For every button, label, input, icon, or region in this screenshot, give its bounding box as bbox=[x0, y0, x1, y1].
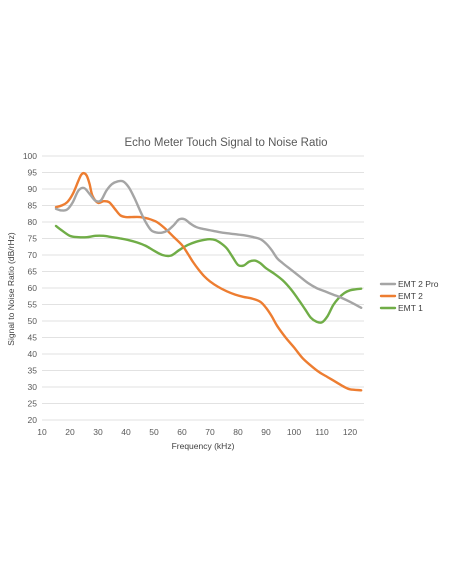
x-tick-label: 110 bbox=[315, 427, 329, 437]
x-tick-label: 100 bbox=[287, 427, 301, 437]
chart-title: Echo Meter Touch Signal to Noise Ratio bbox=[124, 137, 327, 149]
y-tick-label: 25 bbox=[28, 399, 38, 409]
x-tick-label: 120 bbox=[343, 427, 357, 437]
x-tick-label: 40 bbox=[121, 427, 131, 437]
y-tick-label: 90 bbox=[28, 184, 38, 194]
y-tick-label: 35 bbox=[28, 366, 38, 376]
y-axis-label: Signal to Noise Ratio (dB/rHz) bbox=[6, 232, 16, 346]
y-tick-label: 30 bbox=[28, 382, 38, 392]
x-tick-label: 50 bbox=[149, 427, 159, 437]
y-tick-label: 85 bbox=[28, 201, 38, 211]
y-tick-label: 20 bbox=[28, 415, 38, 425]
series-line-emt-2 bbox=[54, 171, 363, 392]
series-line-emt-1 bbox=[54, 224, 363, 324]
x-axis-ticks: 10 20 30 40 50 60 70 80 90 100 110 120 bbox=[37, 427, 357, 437]
y-tick-label: 55 bbox=[28, 300, 38, 310]
y-tick-label: 95 bbox=[28, 168, 38, 178]
legend-label-emt-1: EMT 1 bbox=[398, 303, 423, 313]
y-tick-label: 45 bbox=[28, 333, 38, 343]
x-tick-label: 10 bbox=[37, 427, 47, 437]
x-tick-label: 90 bbox=[261, 427, 271, 437]
series-lines bbox=[54, 171, 363, 392]
y-tick-label: 70 bbox=[28, 250, 38, 260]
y-tick-label: 80 bbox=[28, 217, 38, 227]
legend-label-emt-2: EMT 2 bbox=[398, 291, 423, 301]
x-tick-label: 30 bbox=[93, 427, 103, 437]
legend: EMT 2 Pro EMT 2 EMT 1 bbox=[379, 279, 439, 313]
series-line-emt-2-pro bbox=[54, 179, 363, 309]
y-tick-label: 65 bbox=[28, 267, 38, 277]
gridlines bbox=[42, 155, 364, 421]
y-tick-label: 50 bbox=[28, 316, 38, 326]
y-tick-label: 75 bbox=[28, 234, 38, 244]
x-tick-label: 80 bbox=[233, 427, 243, 437]
legend-label-emt-2-pro: EMT 2 Pro bbox=[398, 279, 439, 289]
y-axis-ticks: 20 25 30 35 40 45 50 55 60 65 70 75 80 85 90 95 100 bbox=[23, 151, 37, 425]
y-tick-label: 40 bbox=[28, 349, 38, 359]
y-tick-label: 100 bbox=[23, 151, 37, 161]
x-tick-label: 70 bbox=[205, 427, 215, 437]
x-tick-label: 20 bbox=[65, 427, 75, 437]
x-tick-label: 60 bbox=[177, 427, 187, 437]
x-axis-label: Frequency (kHz) bbox=[172, 441, 235, 451]
y-tick-label: 60 bbox=[28, 283, 38, 293]
